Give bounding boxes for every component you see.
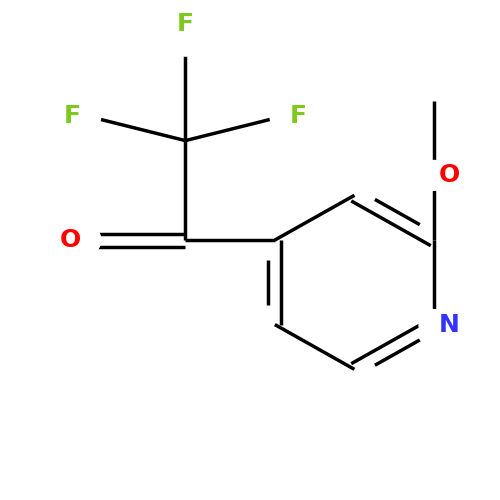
Text: F: F xyxy=(177,12,194,36)
Text: F: F xyxy=(290,104,307,128)
Text: F: F xyxy=(64,104,81,128)
Circle shape xyxy=(71,225,101,255)
Text: N: N xyxy=(439,312,460,336)
Circle shape xyxy=(170,26,200,56)
Circle shape xyxy=(71,101,101,130)
Text: O: O xyxy=(60,228,81,252)
Circle shape xyxy=(419,310,449,340)
Circle shape xyxy=(419,160,449,190)
Circle shape xyxy=(270,101,300,130)
Text: O: O xyxy=(439,164,460,188)
